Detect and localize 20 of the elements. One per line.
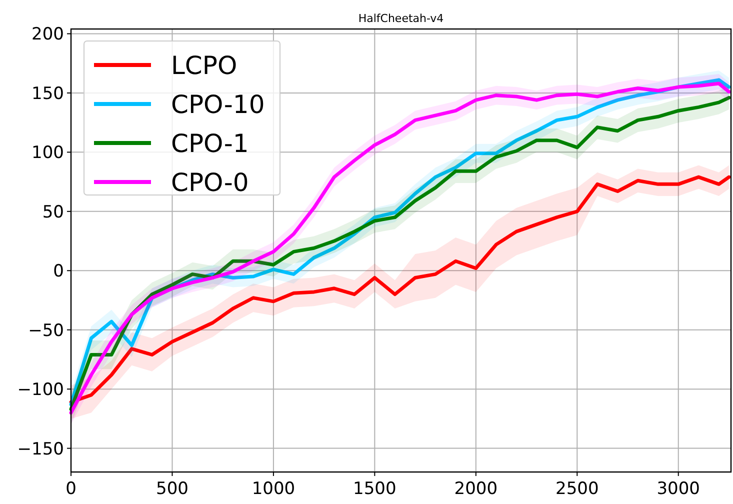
x-tick-label: 1000	[252, 479, 296, 499]
y-tick-label: −100	[17, 380, 64, 400]
x-tick-label: 0	[66, 479, 76, 499]
x-tick-label: 500	[156, 479, 188, 499]
y-tick-label: 150	[32, 84, 64, 104]
legend-label: CPO-0	[171, 168, 249, 197]
y-tick-label: −50	[28, 320, 64, 341]
x-tick-label: 2500	[556, 479, 599, 499]
x-tick-label: 1500	[353, 479, 396, 499]
y-tick-label: −150	[17, 439, 64, 460]
x-tick-label: 3000	[656, 479, 700, 499]
y-tick-label: 100	[32, 143, 64, 164]
x-tick-label: 2000	[454, 479, 498, 499]
y-tick-label: 0	[53, 262, 64, 282]
legend-label: CPO-1	[171, 128, 249, 158]
y-tick-label: 50	[42, 202, 64, 222]
y-tick-label: 200	[32, 24, 64, 45]
legend-label: CPO-10	[171, 90, 265, 119]
legend-label: LCPO	[171, 50, 238, 80]
chart-title: HalfCheetah-v4	[358, 12, 444, 25]
